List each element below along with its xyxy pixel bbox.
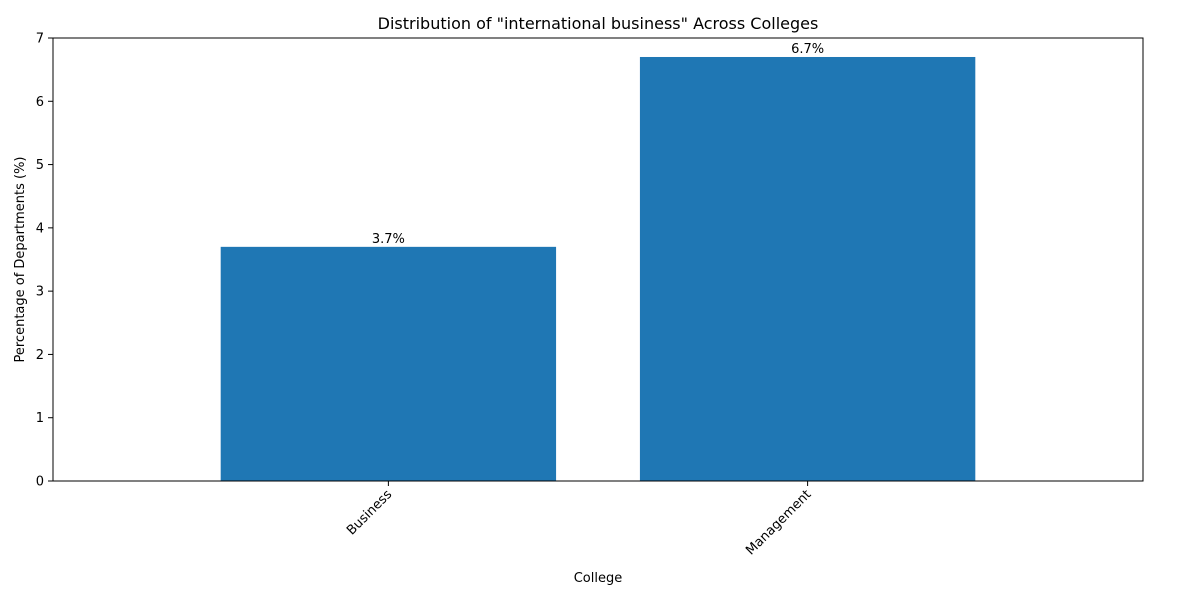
- y-tick-label: 3: [36, 285, 44, 300]
- bar-business: [220, 246, 557, 481]
- x-tick-label: Business: [344, 487, 395, 538]
- y-tick-label: 7: [36, 32, 44, 47]
- y-tick-label: 5: [36, 158, 44, 173]
- bars-layer: [220, 56, 976, 481]
- bar-management: [639, 56, 976, 481]
- chart-title: Distribution of "international business"…: [378, 14, 819, 33]
- x-tick-label: Management: [743, 487, 814, 558]
- x-axis-label: College: [574, 571, 623, 586]
- y-tick-label: 0: [36, 475, 44, 490]
- y-axis-label: Percentage of Departments (%): [13, 157, 28, 363]
- data-labels-layer: 3.7% 6.7%: [372, 42, 824, 247]
- data-label-management: 6.7%: [791, 42, 824, 57]
- y-tick-label: 2: [36, 348, 44, 363]
- y-tick-label: 6: [36, 95, 44, 110]
- plot-frame: [52, 37, 1144, 482]
- y-axis: 0 1 2 3 4 5 6 7: [36, 32, 53, 490]
- data-label-business: 3.7%: [372, 232, 405, 247]
- y-tick-label: 1: [36, 411, 44, 426]
- y-tick-label: 4: [36, 221, 44, 236]
- x-axis: Business Management: [344, 481, 814, 558]
